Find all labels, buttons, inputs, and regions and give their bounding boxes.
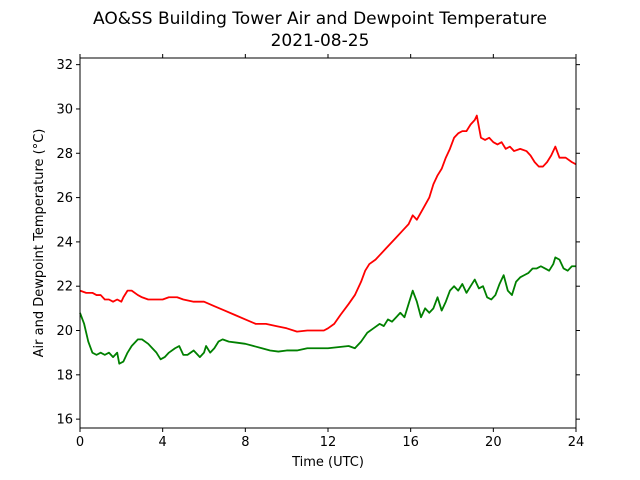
chart-title: AO&SS Building Tower Air and Dewpoint Te…	[93, 9, 547, 29]
x-axis-label: Time (UTC)	[291, 455, 364, 470]
x-tick-label: 12	[320, 435, 337, 450]
x-tick-label: 4	[159, 435, 167, 450]
y-tick-label: 18	[56, 368, 73, 383]
y-tick-label: 22	[56, 280, 73, 295]
series-line-2	[79, 256, 576, 365]
y-tick-label: 20	[56, 324, 73, 339]
y-tick-label: 16	[56, 413, 73, 428]
x-tick-label: 0	[76, 435, 84, 450]
y-axis-label: Air and Dewpoint Temperature (°C)	[32, 129, 47, 358]
x-tick-label: 24	[568, 435, 585, 450]
series-layer	[79, 114, 577, 365]
x-tick-label: 8	[241, 435, 249, 450]
y-tick-label: 32	[56, 58, 73, 73]
y-tick-label: 28	[56, 147, 73, 162]
x-tick-label: 20	[485, 435, 502, 450]
ticks-layer: 0 4 8 12 16 20 24 16 18 20 22 24 26 28 30 32	[56, 54, 584, 450]
x-tick-label: 16	[402, 435, 419, 450]
y-tick-label: 30	[56, 102, 73, 117]
series-line-1	[79, 114, 577, 333]
y-tick-label: 26	[56, 191, 73, 206]
plot-frame	[79, 57, 577, 429]
y-tick-label: 24	[56, 235, 73, 250]
chart-subtitle: 2021-08-25	[271, 31, 370, 51]
